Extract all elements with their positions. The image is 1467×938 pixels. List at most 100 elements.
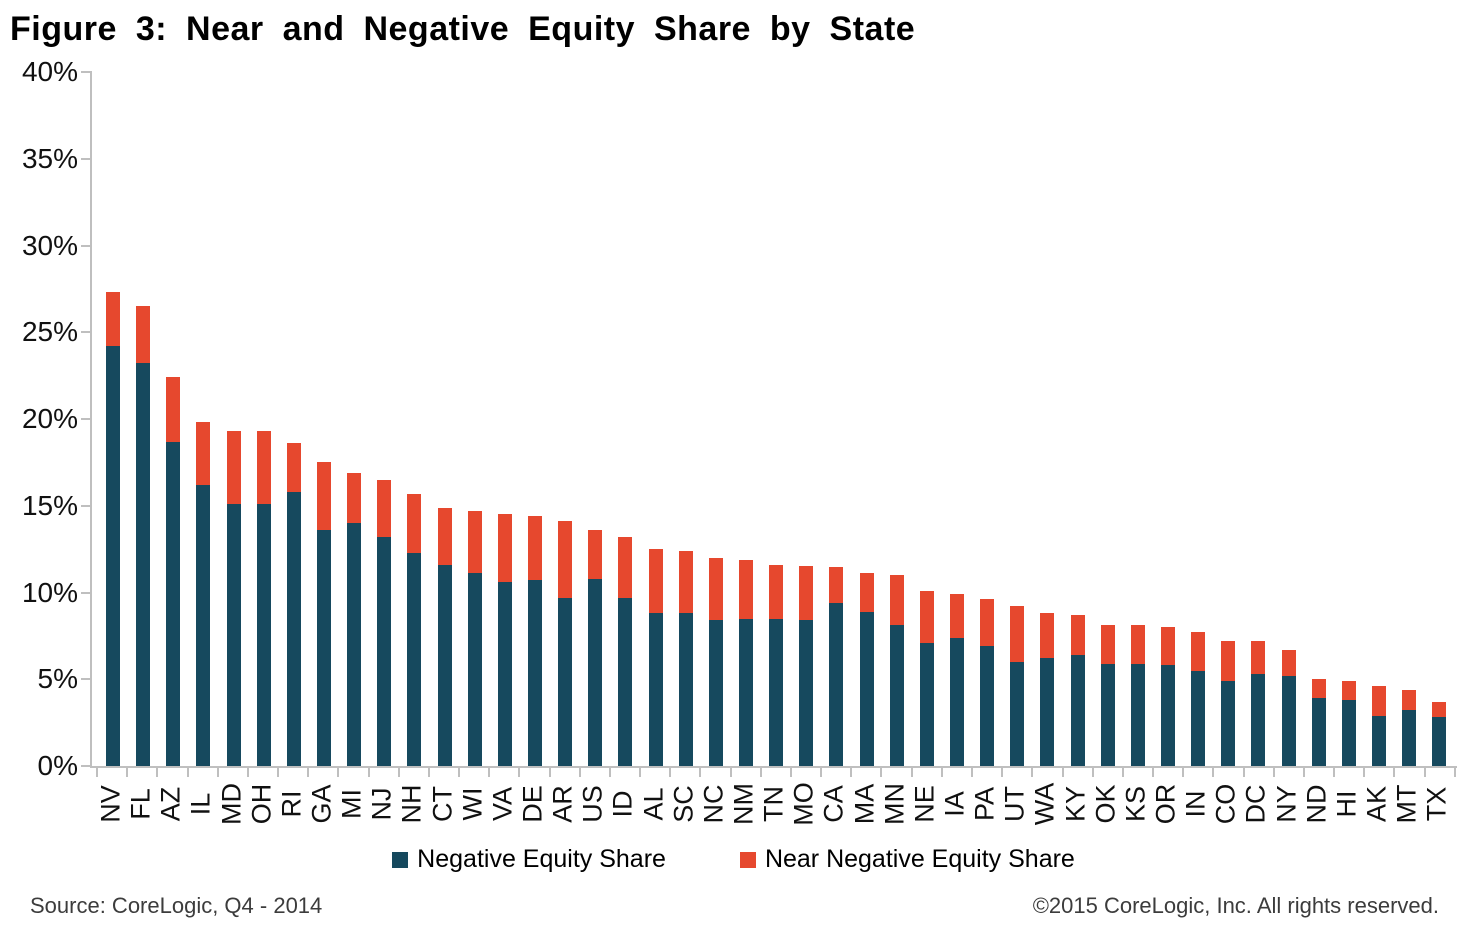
x-tick xyxy=(1152,768,1155,777)
y-tick xyxy=(81,331,92,334)
near-negative-equity-segment-IL xyxy=(196,422,211,485)
x-label-cell-OH: OH xyxy=(246,774,277,834)
x-label-TX: TX xyxy=(1421,786,1452,822)
near-negative-equity-segment-MN xyxy=(889,575,904,626)
negative-equity-segment-MA xyxy=(859,611,874,766)
negative-equity-segment-FL xyxy=(136,363,151,766)
near-negative-equity-segment-ND xyxy=(1311,679,1326,699)
x-label-cell-NV: NV xyxy=(96,774,126,834)
negative-equity-segment-MT xyxy=(1402,710,1417,766)
x-label-cell-PA: PA xyxy=(970,774,1000,834)
x-label-cell-OR: OR xyxy=(1150,774,1181,834)
x-tick xyxy=(1061,768,1064,777)
near-negative-equity-segment-CA xyxy=(829,566,844,603)
negative-equity-segment-MD xyxy=(226,504,241,766)
x-tick xyxy=(970,768,973,777)
x-label-AR: AR xyxy=(547,785,578,823)
x-tick xyxy=(96,768,98,777)
x-tick xyxy=(1001,768,1004,777)
negative-equity-segment-DC xyxy=(1251,674,1266,766)
x-label-UT: UT xyxy=(999,786,1030,822)
negative-equity-swatch-icon xyxy=(392,851,409,868)
x-label-AK: AK xyxy=(1361,785,1392,823)
x-tick xyxy=(1423,768,1426,777)
near-negative-equity-segment-RI xyxy=(286,443,301,492)
x-tick xyxy=(156,768,159,777)
near-negative-equity-segment-IN xyxy=(1191,632,1206,671)
near-negative-equity-segment-HI xyxy=(1341,681,1356,701)
negative-equity-segment-AR xyxy=(558,597,573,766)
x-label-cell-GA: GA xyxy=(307,774,337,834)
negative-equity-segment-PA xyxy=(980,646,995,766)
y-tick-label: 20% xyxy=(21,403,78,434)
x-tick xyxy=(216,768,219,777)
x-tick xyxy=(397,768,400,777)
x-label-PA: PA xyxy=(969,786,1000,822)
x-tick xyxy=(488,768,491,777)
x-tick xyxy=(1393,768,1396,777)
near-negative-equity-segment-DE xyxy=(528,516,543,581)
bar-stack-MI xyxy=(339,72,369,766)
x-label-cell-DC: DC xyxy=(1241,774,1271,834)
x-label-cell-US: US xyxy=(578,774,608,834)
x-tick xyxy=(639,768,642,777)
chart-title: Figure 3: Near and Negative Equity Share… xyxy=(10,10,916,48)
negative-equity-segment-AZ xyxy=(166,441,181,766)
bar-stack-KY xyxy=(1063,72,1093,766)
negative-equity-segment-US xyxy=(588,578,603,766)
bar-stack-NE xyxy=(912,72,942,766)
x-label-AL: AL xyxy=(638,787,669,821)
legend: Negative Equity Share Near Negative Equi… xyxy=(0,845,1467,874)
bar-stack-CO xyxy=(1213,72,1243,766)
x-label-cell-DE: DE xyxy=(518,774,548,834)
negative-equity-segment-IL xyxy=(196,484,211,766)
bar-stack-PA xyxy=(972,72,1002,766)
bar-stack-CT xyxy=(430,72,460,766)
x-label-cell-AL: AL xyxy=(638,774,669,834)
y-tick-label: 0% xyxy=(37,750,78,781)
y-tick xyxy=(81,591,92,594)
y-tick-label: 35% xyxy=(21,142,78,174)
x-label-IN: IN xyxy=(1180,790,1211,818)
bar-stack-HI xyxy=(1334,72,1364,766)
negative-equity-segment-GA xyxy=(317,530,332,766)
near-negative-equity-segment-NJ xyxy=(377,479,392,537)
x-tick xyxy=(1242,768,1245,777)
x-label-cell-SC: SC xyxy=(668,774,699,834)
near-negative-equity-segment-NV xyxy=(106,292,121,347)
x-axis-ticks xyxy=(96,768,1456,777)
x-tick xyxy=(880,768,883,777)
negative-equity-segment-HI xyxy=(1341,700,1356,766)
x-tick xyxy=(458,768,461,777)
negative-equity-segment-CO xyxy=(1221,681,1236,766)
x-label-ID: ID xyxy=(607,790,638,818)
bar-stack-WI xyxy=(460,72,490,766)
x-label-cell-NM: NM xyxy=(729,774,759,834)
x-label-cell-CT: CT xyxy=(427,774,458,834)
x-label-cell-IL: IL xyxy=(186,774,216,834)
x-tick xyxy=(1272,768,1275,777)
x-label-NM: NM xyxy=(728,783,759,825)
negative-equity-segment-DE xyxy=(528,580,543,766)
bar-stack-TX xyxy=(1424,72,1454,766)
x-label-cell-MO: MO xyxy=(789,774,819,834)
x-tick xyxy=(1182,768,1185,777)
source-note: Source: CoreLogic, Q4 - 2014 xyxy=(30,893,323,918)
negative-equity-segment-SC xyxy=(678,613,693,766)
near-negative-equity-segment-MA xyxy=(859,573,874,612)
bar-stack-OK xyxy=(1093,72,1123,766)
near-negative-equity-segment-CT xyxy=(437,507,452,565)
near-negative-equity-segment-WA xyxy=(1040,613,1055,659)
bar-stack-GA xyxy=(309,72,339,766)
x-label-cell-AK: AK xyxy=(1361,774,1392,834)
y-tick xyxy=(81,678,92,681)
negative-equity-segment-RI xyxy=(286,491,301,766)
y-tick-label: 40% xyxy=(21,56,78,87)
x-tick xyxy=(729,768,732,777)
x-label-cell-ND: ND xyxy=(1301,774,1332,834)
x-tick xyxy=(820,768,823,777)
y-tick xyxy=(81,244,92,247)
x-label-OH: OH xyxy=(246,783,277,825)
x-label-KY: KY xyxy=(1060,785,1091,823)
negative-equity-segment-CA xyxy=(829,602,844,766)
